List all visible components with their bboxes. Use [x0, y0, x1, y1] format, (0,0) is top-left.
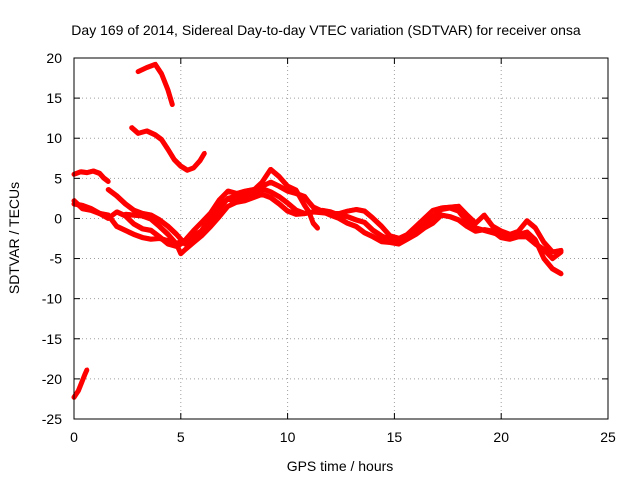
series-arc-early-high-edge	[73, 168, 111, 181]
series-arc-early-low-edge	[73, 367, 89, 397]
x-tick-label: 15	[387, 429, 403, 445]
chart-title: Day 169 of 2014, Sidereal Day-to-day VTE…	[71, 22, 581, 38]
x-tick-label: 20	[493, 429, 509, 445]
grid	[74, 58, 608, 419]
series-arc-b	[71, 179, 564, 262]
series-arc-c-edge	[108, 166, 320, 244]
series-arc-peak-edge	[137, 61, 175, 104]
y-tick-label: 10	[46, 130, 62, 146]
y-tick-label: -20	[42, 371, 62, 387]
x-tick-label: 10	[280, 429, 296, 445]
y-tick-label: 5	[54, 170, 62, 186]
x-axis-title: GPS time / hours	[287, 458, 394, 474]
axis-ticks: 0 5 10 15 20 25 -25 -20 -15 -10 -5 0 5 10 15 20	[42, 50, 616, 445]
series-arc-early-high	[71, 168, 111, 184]
x-tick-label: 5	[177, 429, 185, 445]
y-tick-label: -15	[42, 331, 62, 347]
y-axis-title: SDTVAR / TECUs	[6, 182, 22, 294]
y-tick-label: -5	[50, 251, 63, 267]
x-tick-label: 25	[600, 429, 616, 445]
x-tick-label: 0	[70, 429, 78, 445]
series-layer	[71, 61, 564, 400]
y-tick-label: 0	[54, 210, 62, 226]
y-tick-label: -25	[42, 411, 62, 427]
series-arc-b-edge	[73, 179, 563, 258]
y-tick-label: -10	[42, 291, 62, 307]
series-arc-peak	[135, 61, 175, 107]
series-arc-descending	[129, 125, 207, 173]
y-tick-label: 20	[46, 50, 62, 66]
y-tick-label: 15	[46, 90, 62, 106]
series-arc-descending-edge	[131, 125, 207, 170]
plot-frame	[73, 57, 609, 420]
series-arc-d-edge	[125, 191, 563, 254]
